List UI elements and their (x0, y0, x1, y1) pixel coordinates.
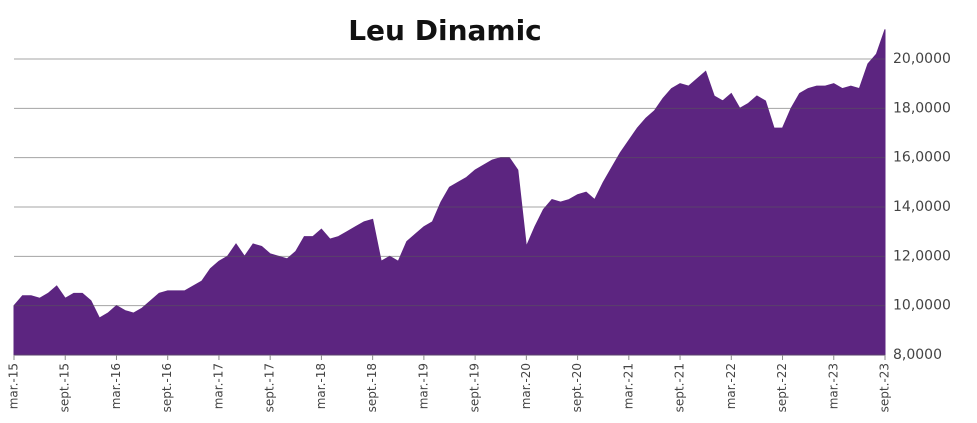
x-tick-label: sept.-15 (58, 363, 72, 412)
x-tick-label: sept.-16 (160, 363, 174, 412)
y-tick-label: 14,0000 (893, 199, 951, 215)
x-tick-label: mar.-20 (519, 363, 533, 409)
x-tick-label: sept.-20 (570, 363, 584, 412)
y-tick-label: 10,0000 (893, 298, 951, 314)
x-tick-label: sept.-22 (775, 363, 789, 412)
x-tick-label: mar.-19 (416, 363, 430, 409)
x-tick-label: mar.-15 (7, 363, 21, 409)
x-tick-label: sept.-19 (468, 363, 482, 412)
x-tick-label: mar.-18 (314, 363, 328, 409)
x-tick-label: mar.-22 (724, 363, 738, 409)
x-tick-label: mar.-17 (211, 363, 225, 409)
chart-title: Leu Dinamic (348, 14, 542, 47)
x-tick-label: mar.-21 (621, 363, 635, 409)
y-tick-label: 8,0000 (893, 347, 942, 363)
x-tick-label: sept.-18 (365, 363, 379, 412)
x-tick-label: sept.-23 (878, 363, 892, 412)
x-tick-label: mar.-16 (109, 363, 123, 409)
x-tick-label: mar.-23 (826, 363, 840, 409)
x-tick-label: sept.-17 (263, 363, 277, 412)
area (13, 29, 886, 356)
y-tick-label: 12,0000 (893, 248, 951, 264)
y-tick-label: 20,0000 (893, 51, 951, 67)
y-tick-label: 16,0000 (893, 150, 951, 166)
y-tick-label: 18,0000 (893, 100, 951, 116)
x-tick-label: sept.-21 (673, 363, 687, 412)
